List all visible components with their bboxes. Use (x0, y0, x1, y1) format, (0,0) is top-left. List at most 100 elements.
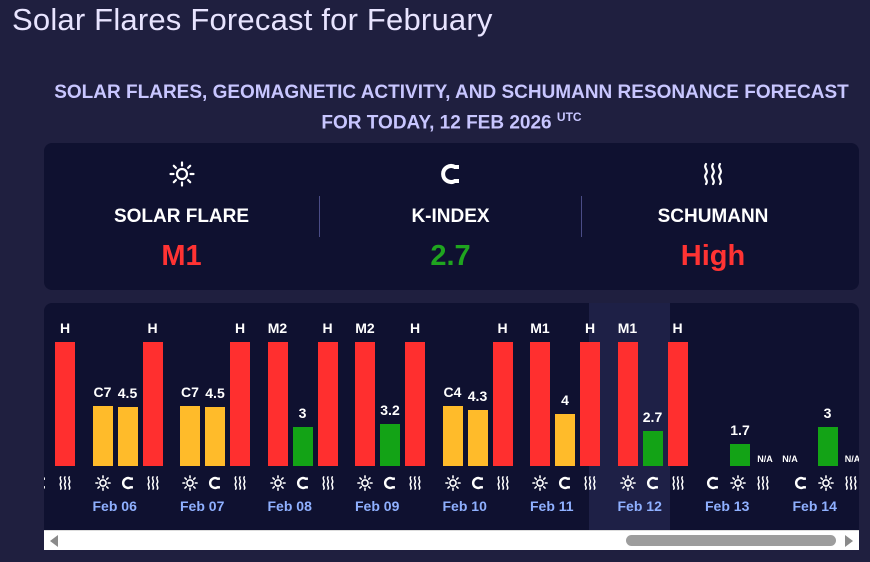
flare-bar (180, 406, 200, 466)
waves-icon (704, 162, 722, 186)
kp-value-label: 3.2 (380, 402, 400, 419)
waves-icon (57, 475, 73, 491)
day-date-label[interactable]: Feb 13 (705, 498, 750, 514)
day-date-label[interactable]: Feb 06 (92, 498, 137, 514)
flare-value-label: M1 (530, 320, 550, 336)
k-index-value: 2.7 (430, 240, 471, 272)
kp-value-label: 4 (561, 391, 569, 408)
flare-bar (617, 342, 638, 466)
flare-bar (530, 342, 550, 466)
kp-value-label: 4.5 (117, 385, 138, 402)
schumann-bar (667, 342, 688, 466)
kp-value-label: 3 (298, 404, 307, 421)
flare-bar (355, 342, 375, 466)
flare-bar (267, 342, 288, 466)
schumann-value-label: H (672, 320, 683, 336)
flare-na-label: N/A (757, 454, 773, 464)
sun-icon (444, 475, 461, 491)
schumann-na-label: N/A (782, 454, 798, 464)
waves-icon (232, 475, 248, 491)
schumann-bar (492, 342, 513, 466)
summary-divider (319, 196, 320, 237)
schumann-value-label: H (59, 320, 71, 336)
schumann-value-label: H (234, 320, 246, 336)
k-index-label: K-INDEX (411, 206, 490, 227)
scroll-left-arrow-icon[interactable] (50, 535, 58, 547)
kp-value-label: 4.3 (467, 387, 488, 404)
schumann-value-label: H (322, 320, 333, 336)
sun-icon (532, 475, 548, 491)
magnet-icon (44, 475, 48, 491)
day-date-label[interactable]: Feb 07 (180, 498, 225, 514)
flare-na-label: N/A (844, 454, 859, 464)
sun-icon (94, 475, 111, 491)
sun-icon (168, 161, 195, 187)
magnet-icon (645, 475, 661, 491)
summary-schumann: SCHUMANN High (582, 143, 844, 290)
schumann-value-label: H (409, 320, 421, 336)
magnet-icon (470, 475, 486, 491)
schumann-bar (230, 342, 250, 466)
magnet-icon (705, 475, 721, 491)
schumann-value-label: H (497, 320, 508, 336)
flare-value-label: M2 (267, 320, 288, 336)
magnet-icon (120, 475, 136, 491)
sun-icon (357, 475, 373, 491)
forecast-timeline[interactable]: H C7 4.5 H Feb 06 C7 4.5 H Feb 07 M2 3 H Feb 08 M2 3.2… (44, 303, 859, 530)
kp-bar (380, 424, 400, 466)
sun-icon (817, 475, 834, 491)
day-date-label[interactable]: Feb 08 (267, 498, 312, 514)
waves-icon (145, 475, 161, 491)
summary-divider (581, 196, 582, 237)
page-title: Solar Flares Forecast for February (12, 2, 493, 37)
sun-icon (269, 475, 286, 491)
solar-flare-value: M1 (161, 240, 202, 272)
horizontal-scrollbar[interactable] (44, 530, 859, 550)
kp-bar (467, 409, 488, 466)
schumann-value-label: H (147, 320, 158, 336)
kp-bar (555, 413, 575, 466)
kp-value-label: 1.7 (730, 421, 750, 438)
waves-icon (755, 475, 771, 491)
day-date-label[interactable]: Feb 12 (617, 498, 662, 514)
waves-icon (495, 475, 511, 491)
flare-value-label: C4 (443, 384, 462, 400)
flare-value-label: C7 (181, 384, 199, 400)
schumann-value-label: H (584, 320, 596, 336)
waves-icon (320, 475, 336, 491)
kp-value-label: 4.5 (205, 385, 225, 402)
summary-panel: SOLAR FLARE M1 K-INDEX 2.7 SCHUMANN (44, 143, 859, 290)
schumann-bar (55, 342, 75, 466)
kp-bar (205, 407, 225, 466)
sun-icon (730, 475, 746, 491)
scroll-right-arrow-icon[interactable] (845, 535, 853, 547)
schumann-bar (142, 342, 163, 466)
flare-value-label: M2 (355, 320, 375, 336)
kp-value-label: 3 (823, 404, 832, 421)
kp-bar (642, 430, 663, 466)
flare-value-label: M1 (617, 320, 638, 336)
waves-icon (670, 475, 686, 491)
day-date-label[interactable]: Feb 10 (442, 498, 487, 514)
day-date-label[interactable]: Feb 09 (355, 498, 400, 514)
flare-value-label: C7 (93, 384, 112, 400)
waves-icon (407, 475, 423, 491)
magnet-icon (557, 475, 573, 491)
forecast-subtitle: SOLAR FLARES, GEOMAGNETIC ACTIVITY, AND … (54, 82, 849, 134)
day-date-label[interactable]: Feb 14 (792, 498, 837, 514)
utc-label: UTC (556, 110, 582, 124)
day-date-label[interactable]: Feb 11 (530, 498, 574, 514)
scroll-thumb[interactable] (626, 535, 836, 546)
waves-icon (843, 475, 859, 491)
summary-k-index: K-INDEX 2.7 (320, 143, 581, 290)
schumann-bar (405, 342, 425, 466)
flare-bar (442, 406, 463, 466)
magnet-icon (295, 475, 311, 491)
flare-bar (92, 406, 113, 466)
magnet-icon (382, 475, 398, 491)
kp-bar (817, 426, 838, 466)
schumann-bar (317, 342, 338, 466)
schumann-bar (580, 342, 600, 466)
waves-icon (582, 475, 598, 491)
kp-bar (292, 426, 313, 466)
